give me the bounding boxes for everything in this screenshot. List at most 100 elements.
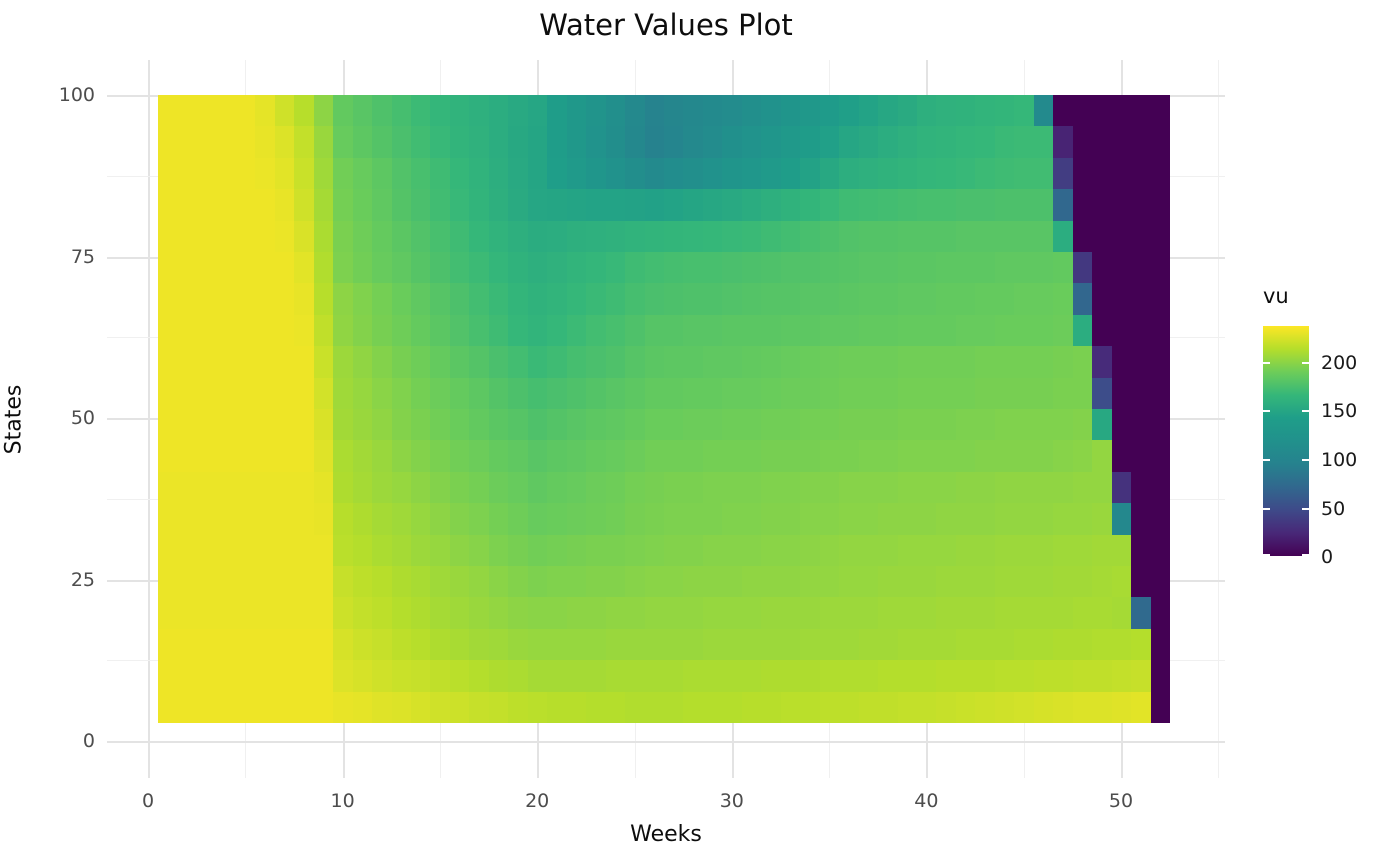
heatmap-cell (372, 534, 392, 566)
heatmap-cell (741, 314, 762, 347)
heatmap-cell (702, 660, 723, 692)
heatmap-cell (235, 377, 256, 409)
heatmap-cell (916, 660, 937, 692)
heatmap-cell (547, 660, 567, 692)
x-tick-label: 40 (914, 790, 939, 812)
heatmap-cell (722, 565, 742, 598)
heatmap-cell (294, 565, 314, 598)
heatmap-cell (488, 189, 509, 221)
heatmap-cell (177, 440, 197, 472)
heatmap-cell (449, 565, 470, 598)
heatmap-cell (1150, 408, 1170, 441)
heatmap-cell (1131, 691, 1151, 723)
heatmap-cell (527, 251, 548, 284)
heatmap-cell (1131, 283, 1151, 315)
heatmap-cell (663, 95, 684, 127)
heatmap-cell (975, 157, 995, 190)
heatmap-cell (878, 314, 898, 347)
heatmap-cell (352, 126, 373, 158)
heatmap-cell (372, 565, 392, 598)
heatmap-cell (605, 283, 626, 315)
heatmap-cell (683, 346, 703, 378)
heatmap-cell (858, 157, 879, 190)
heatmap-cell (1053, 503, 1073, 535)
heatmap-cell (255, 440, 275, 472)
heatmap-cell (644, 189, 664, 221)
heatmap-cell (333, 628, 353, 661)
heatmap-cell (372, 126, 392, 158)
heatmap-cell (235, 95, 256, 127)
heatmap-cell (391, 660, 411, 692)
heatmap-cell (449, 408, 470, 441)
heatmap-cell (469, 283, 489, 315)
heatmap-cell (488, 440, 509, 472)
heatmap-cell (994, 95, 1015, 127)
heatmap-cell (1111, 440, 1132, 472)
heatmap-cell (1150, 314, 1170, 347)
heatmap-cell (313, 471, 334, 504)
heatmap-cell (1053, 314, 1073, 347)
heatmap-cell (313, 628, 334, 661)
heatmap-cell (878, 220, 898, 252)
heatmap-cell (372, 471, 392, 504)
heatmap-cell (722, 95, 742, 127)
legend-tick-mark (1302, 554, 1309, 556)
heatmap-cell (586, 157, 606, 190)
heatmap-cell (488, 157, 509, 190)
heatmap-cell (800, 597, 820, 629)
heatmap-cell (605, 314, 626, 347)
heatmap-cell (294, 440, 314, 472)
heatmap-cell (586, 534, 606, 566)
heatmap-cell (352, 408, 373, 441)
heatmap-cell (955, 628, 976, 661)
heatmap-cell (449, 597, 470, 629)
heatmap-cell (216, 660, 236, 692)
heatmap-cell (255, 314, 275, 347)
heatmap-cell (566, 157, 587, 190)
heatmap-cell (819, 660, 840, 692)
heatmap-cell (936, 503, 956, 535)
heatmap-cell (955, 408, 976, 441)
heatmap-cell (858, 597, 879, 629)
heatmap-cell (1150, 95, 1170, 127)
heatmap-cell (372, 283, 392, 315)
heatmap-cell (196, 691, 217, 723)
heatmap-cell (780, 660, 801, 692)
heatmap-cell (449, 126, 470, 158)
legend-tick-mark (1302, 361, 1309, 364)
heatmap-cell (761, 314, 781, 347)
heatmap-cell (819, 251, 840, 284)
heatmap-cell (274, 471, 295, 504)
heatmap-cell (975, 503, 995, 535)
heatmap-cell (196, 597, 217, 629)
heatmap-cell (488, 408, 509, 441)
heatmap-cell (702, 157, 723, 190)
heatmap-cell (916, 440, 937, 472)
heatmap-cell (897, 660, 917, 692)
heatmap-cell (352, 534, 373, 566)
heatmap-cell (566, 283, 587, 315)
heatmap-cell (410, 628, 431, 661)
heatmap-cell (294, 157, 314, 190)
heatmap-cell (839, 440, 859, 472)
heatmap-cell (800, 691, 820, 723)
heatmap-cell (741, 471, 762, 504)
heatmap-cell (196, 189, 217, 221)
heatmap-cell (761, 565, 781, 598)
heatmap-cell (488, 503, 509, 535)
heatmap-cell (916, 189, 937, 221)
heatmap-cell (1092, 471, 1112, 504)
heatmap-cell (839, 597, 859, 629)
heatmap-cell (819, 346, 840, 378)
heatmap-cell (839, 534, 859, 566)
heatmap-cell (644, 660, 664, 692)
heatmap-cell (508, 440, 528, 472)
heatmap-cell (994, 534, 1015, 566)
heatmap-cell (177, 189, 197, 221)
heatmap-cell (1072, 157, 1093, 190)
heatmap-cell (761, 377, 781, 409)
heatmap-cell (372, 189, 392, 221)
heatmap-cell (819, 471, 840, 504)
heatmap-cell (586, 251, 606, 284)
